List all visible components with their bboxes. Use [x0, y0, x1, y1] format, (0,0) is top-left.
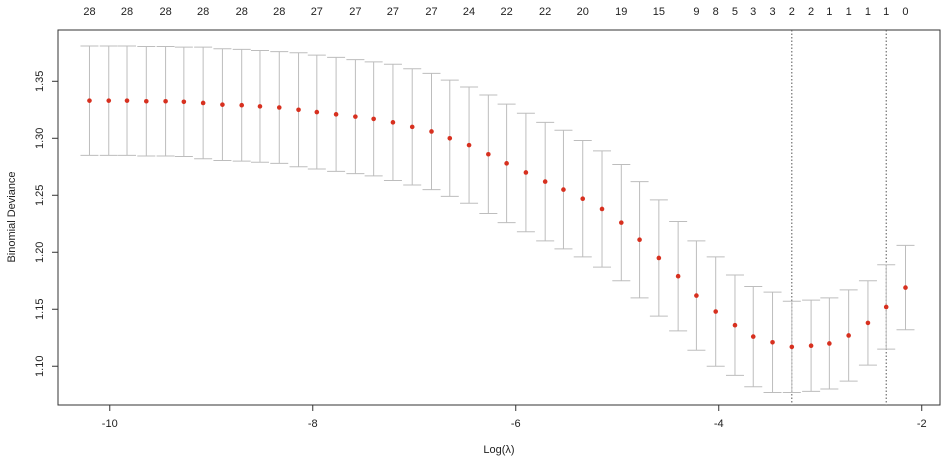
top-axis-label: 0 [902, 6, 908, 18]
point [447, 135, 453, 141]
x-tick-label: -8 [308, 418, 318, 430]
point [789, 344, 795, 350]
point [883, 304, 889, 310]
point [713, 309, 718, 314]
point [580, 196, 586, 201]
point [181, 99, 187, 105]
point [144, 98, 149, 104]
y-tick-label: 1.10 [34, 356, 46, 377]
point [371, 116, 376, 122]
point [296, 107, 301, 113]
point [750, 334, 756, 339]
point [542, 179, 548, 184]
x-tick-label: -10 [102, 418, 118, 430]
x-tick-label: -6 [511, 418, 521, 430]
point [523, 170, 529, 175]
top-axis-label: 2 [789, 6, 795, 18]
top-axis-label: 2 [808, 6, 814, 18]
point [694, 293, 699, 298]
x-tick-label: -2 [917, 418, 927, 430]
point [276, 105, 282, 110]
point [257, 104, 263, 109]
top-axis-label: 22 [539, 6, 551, 18]
top-axis-label: 28 [121, 6, 133, 18]
top-axis-label: 5 [732, 6, 738, 18]
point [87, 98, 92, 103]
y-tick-label: 1.30 [34, 128, 46, 149]
plot-frame [57, 29, 941, 406]
top-axis-label: 28 [236, 6, 248, 18]
top-axis-label: 27 [349, 6, 361, 18]
top-axis-label: 28 [83, 6, 95, 18]
y-tick-label: 1.15 [34, 299, 46, 320]
top-axis-label: 1 [846, 6, 852, 18]
point [163, 98, 168, 104]
top-axis-label: 20 [577, 6, 589, 18]
point [808, 343, 814, 349]
y-tick-label: 1.20 [34, 242, 46, 263]
point [429, 129, 434, 134]
top-axis-label: 22 [500, 6, 512, 18]
top-axis-label: 3 [769, 6, 775, 18]
point [466, 142, 472, 148]
top-axis-label: 3 [750, 6, 756, 18]
point [106, 98, 112, 103]
point [200, 100, 206, 106]
point [239, 102, 245, 108]
top-axis-label: 27 [425, 6, 437, 18]
point [903, 285, 908, 290]
y-axis-title: Binomial Deviance [6, 171, 18, 262]
y-tick-label: 1.25 [34, 185, 46, 206]
top-axis-label: 1 [883, 6, 889, 18]
top-axis-label: 28 [159, 6, 171, 18]
point [333, 112, 339, 117]
point [124, 98, 130, 103]
x-tick-label: -4 [714, 418, 724, 430]
point [561, 187, 566, 192]
y-tick-label: 1.35 [34, 71, 46, 92]
top-axis-label: 9 [693, 6, 699, 18]
point [637, 237, 642, 243]
point [390, 120, 396, 125]
point [353, 114, 358, 119]
point [409, 124, 415, 130]
x-axis-title: Log(λ) [483, 444, 514, 456]
point [865, 320, 871, 326]
top-axis-label: 28 [273, 6, 285, 18]
point [675, 273, 681, 279]
point [770, 340, 775, 345]
top-axis-label: 27 [387, 6, 399, 18]
point [846, 333, 851, 338]
top-axis-label: 24 [463, 6, 475, 18]
point [599, 206, 605, 212]
top-axis-label: 15 [653, 6, 665, 18]
top-axis-label: 1 [826, 6, 832, 18]
point [732, 322, 738, 328]
point [619, 220, 624, 225]
point [486, 151, 491, 157]
top-axis-label: 8 [713, 6, 719, 18]
top-axis-label: 28 [197, 6, 209, 18]
top-axis-label: 19 [615, 6, 627, 18]
point [656, 255, 662, 261]
point [220, 102, 225, 107]
point [314, 109, 320, 115]
top-axis-label: 1 [865, 6, 871, 18]
point [827, 341, 832, 346]
top-axis-label: 27 [311, 6, 323, 18]
point [504, 161, 509, 166]
